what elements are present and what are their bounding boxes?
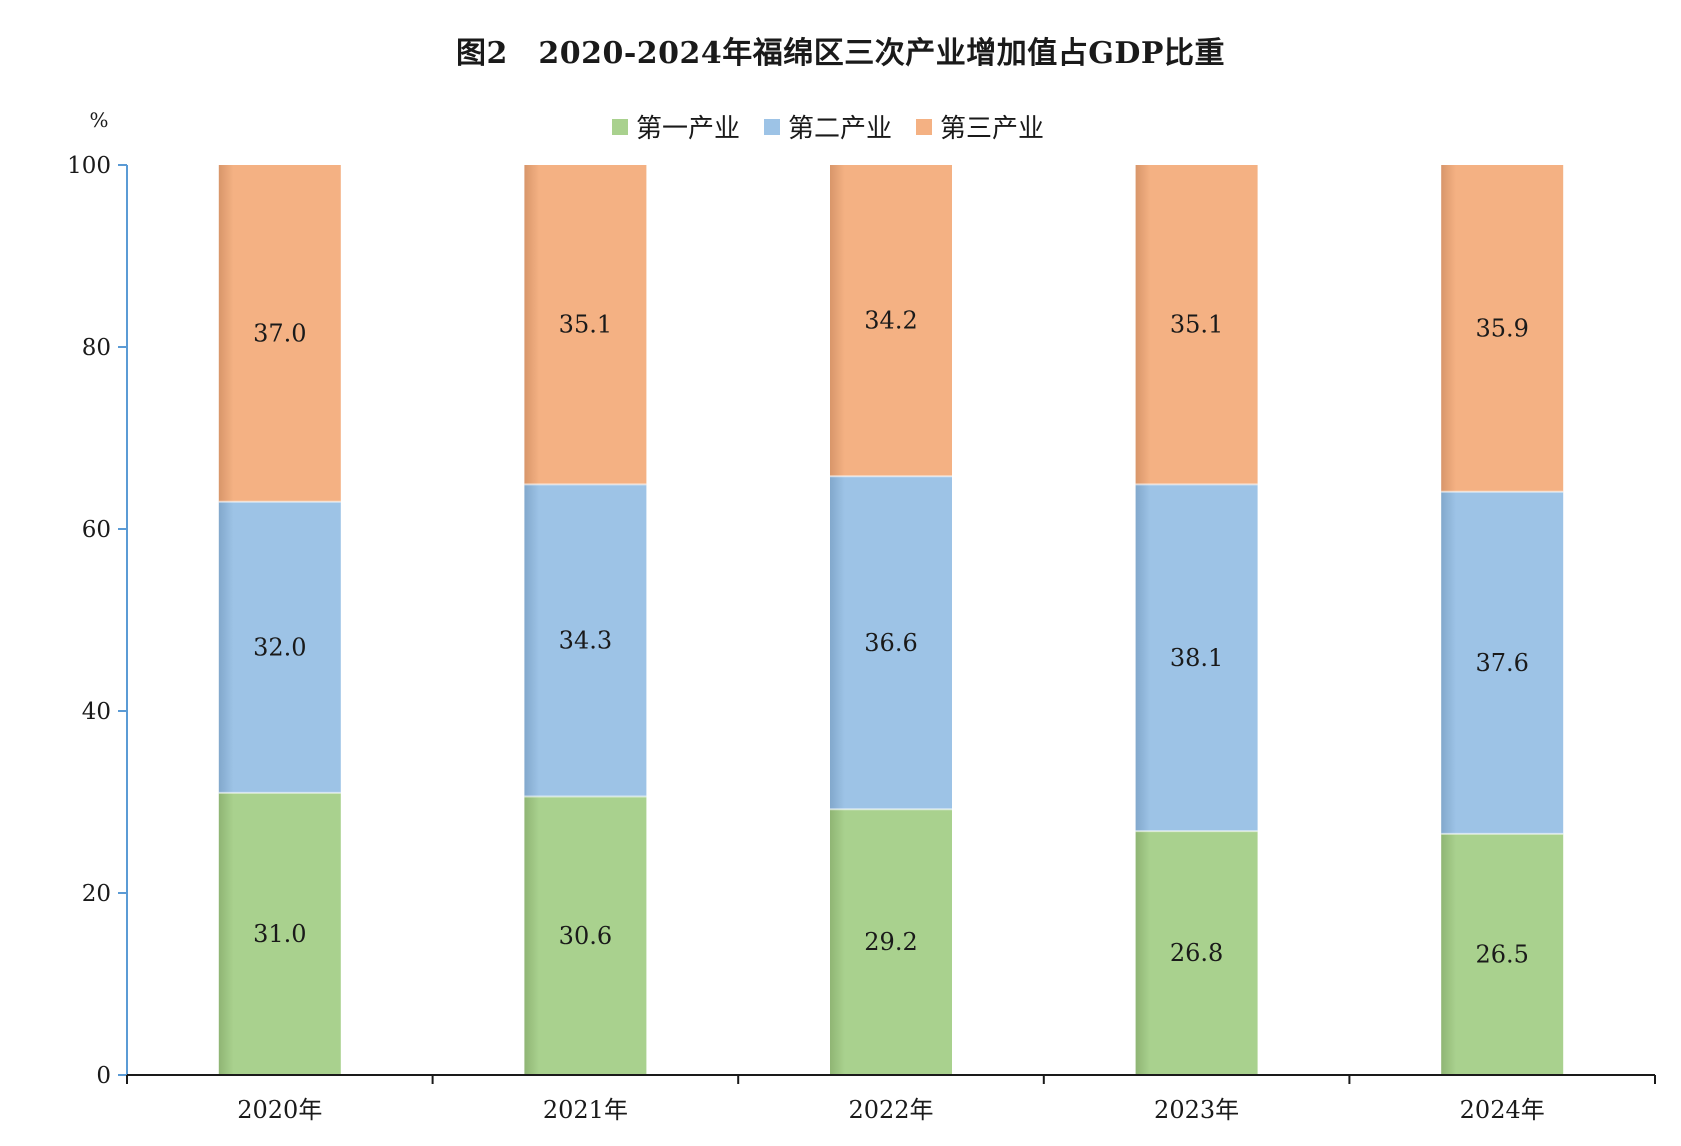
bar-segment xyxy=(1441,833,1564,1075)
legend-label: 第一产业 xyxy=(636,114,740,144)
bar-segment xyxy=(218,501,341,793)
legend-label: 第二产业 xyxy=(788,114,892,144)
bar-segment xyxy=(1135,831,1258,1075)
data-label: 26.5 xyxy=(1475,940,1528,968)
y-tick-label: 80 xyxy=(82,335,111,361)
y-tick-label: 100 xyxy=(67,153,111,179)
bar-segment xyxy=(218,165,341,502)
plot-area: 0 20 40 60 80 100% 31.0 32.0 37.0 30.6 34.3 35.1 29.… xyxy=(67,108,1656,1124)
chart-title: 图2 2020-2024年福绵区三次产业增加值占GDP比重 xyxy=(455,36,1225,71)
data-label: 37.6 xyxy=(1475,649,1528,677)
y-tick-label: 40 xyxy=(82,699,111,725)
x-category-label: 2024年 xyxy=(1460,1096,1545,1124)
y-tick-label: 20 xyxy=(82,881,111,907)
bar-segment xyxy=(1441,165,1564,492)
bar-segment xyxy=(524,796,647,1075)
y-tick-label: 0 xyxy=(96,1063,111,1089)
legend-label: 第三产业 xyxy=(940,114,1044,144)
legend: 第一产业 第二产业 第三产业 xyxy=(612,114,1044,144)
bar-segment xyxy=(830,476,952,810)
bar-segment xyxy=(1135,165,1258,485)
data-label: 38.1 xyxy=(1170,644,1223,672)
bar-segment xyxy=(1135,484,1258,832)
y-tick-label: 60 xyxy=(82,517,111,543)
data-label: 34.3 xyxy=(559,626,612,654)
bar-segment xyxy=(524,165,647,485)
bar-segment xyxy=(218,792,341,1075)
bar-segment xyxy=(830,165,952,477)
data-label: 35.1 xyxy=(1170,311,1223,339)
bar-segment xyxy=(1441,491,1564,834)
data-label: 32.0 xyxy=(253,633,306,661)
legend-swatch xyxy=(612,119,628,135)
x-category-label: 2021年 xyxy=(543,1096,628,1124)
data-label: 37.0 xyxy=(253,319,306,347)
data-label: 29.2 xyxy=(864,928,917,956)
x-category-label: 2022年 xyxy=(848,1096,933,1124)
data-label: 35.9 xyxy=(1475,314,1528,342)
x-category-label: 2023年 xyxy=(1154,1096,1239,1124)
data-label: 36.6 xyxy=(864,629,917,657)
bar-segment xyxy=(830,809,952,1075)
legend-swatch xyxy=(764,119,780,135)
data-label: 26.8 xyxy=(1170,939,1223,967)
legend-swatch xyxy=(916,119,932,135)
data-label: 34.2 xyxy=(864,307,917,335)
data-label: 35.1 xyxy=(559,311,612,339)
data-label: 30.6 xyxy=(559,922,612,950)
data-label: 31.0 xyxy=(253,920,306,948)
y-axis-unit-label: % xyxy=(89,108,108,132)
bar-segment xyxy=(524,484,647,797)
x-category-label: 2020年 xyxy=(237,1096,322,1124)
